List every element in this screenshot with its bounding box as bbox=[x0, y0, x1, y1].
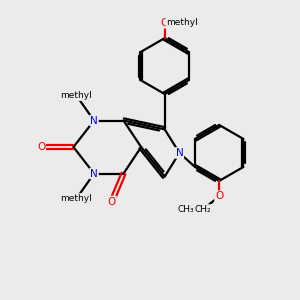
Text: N: N bbox=[90, 116, 98, 126]
Text: methyl: methyl bbox=[61, 194, 92, 203]
Text: O: O bbox=[215, 191, 223, 201]
Text: methyl: methyl bbox=[61, 91, 92, 100]
Text: CH₂: CH₂ bbox=[195, 205, 211, 214]
Text: methyl: methyl bbox=[61, 91, 92, 100]
Text: methyl: methyl bbox=[167, 18, 198, 27]
Text: CH₃: CH₃ bbox=[177, 205, 194, 214]
Text: O: O bbox=[108, 196, 116, 206]
Text: O: O bbox=[160, 18, 169, 28]
Text: N: N bbox=[176, 148, 183, 158]
Text: O: O bbox=[37, 142, 45, 152]
Text: N: N bbox=[90, 169, 98, 178]
Text: methyl: methyl bbox=[167, 18, 198, 27]
Text: methyl: methyl bbox=[61, 194, 92, 203]
